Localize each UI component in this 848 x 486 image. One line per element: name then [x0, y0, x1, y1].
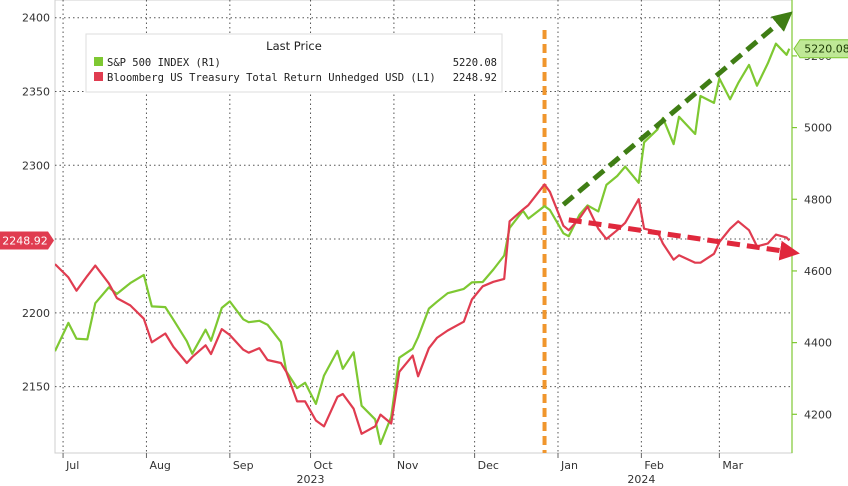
last-value-tag-treasury: 2248.92 [0, 231, 54, 250]
legend-entry-value: 5220.08 [453, 57, 497, 69]
series-group [55, 42, 791, 446]
trend-arrow-up [561, 11, 793, 207]
x-axis-year-label: 2023 [297, 473, 325, 486]
legend-entry-label: S&P 500 INDEX (R1) [107, 57, 221, 69]
legend-swatch [94, 57, 103, 66]
legend-box [85, 33, 503, 93]
last-value-tag-bg [793, 39, 848, 59]
legend-swatch [94, 72, 103, 81]
right-axis-tick-label: 4800 [804, 193, 832, 206]
x-axis-tick-label: Jan [560, 459, 578, 472]
legend-entry-value: 2248.92 [453, 72, 497, 84]
last-value-tag-text: 2248.92 [2, 235, 48, 248]
left-axis-tick-label: 2200 [22, 307, 50, 320]
x-axis-tick-label: Aug [149, 459, 170, 472]
left-axis-tick-label: 2350 [22, 85, 50, 98]
legend-title: Last Price [266, 39, 322, 53]
last-value-tag-text: 5220.08 [804, 43, 848, 56]
x-axis-year-label: 2024 [627, 473, 655, 486]
last-value-tag-sp500: 5220.08 [793, 39, 848, 59]
right-axis-tick-label: 4400 [804, 337, 832, 350]
right-axis-tick-label: 4600 [804, 265, 832, 278]
x-axis-tick-label: Jul [65, 459, 79, 472]
trend-arrow-down [568, 217, 800, 261]
right-axis-tick-label: 4200 [804, 408, 832, 421]
last-value-tag-bg [0, 231, 54, 250]
legend: Last Price S&P 500 INDEX (R1) 5220.08 Bloom… [85, 33, 503, 93]
x-axis-tick-label: Sep [233, 459, 254, 472]
right-axis-tick-label: 5000 [804, 122, 832, 135]
x-axis-tick-label: Oct [314, 459, 334, 472]
legend-entry-label: Bloomberg US Treasury Total Return Unhed… [107, 72, 436, 84]
x-axis-tick-label: Mar [722, 459, 743, 472]
left-axis-tick-label: 2400 [22, 12, 50, 25]
series-line-treasury [55, 183, 791, 435]
left-axis-tick-label: 2150 [22, 381, 50, 394]
x-axis-tick-label: Nov [397, 459, 419, 472]
x-axis-tick-label: Feb [644, 459, 663, 472]
left-axis-tick-label: 2300 [22, 159, 50, 172]
x-axis-tick-label: Dec [478, 459, 499, 472]
series-line-sp500 [55, 42, 791, 446]
